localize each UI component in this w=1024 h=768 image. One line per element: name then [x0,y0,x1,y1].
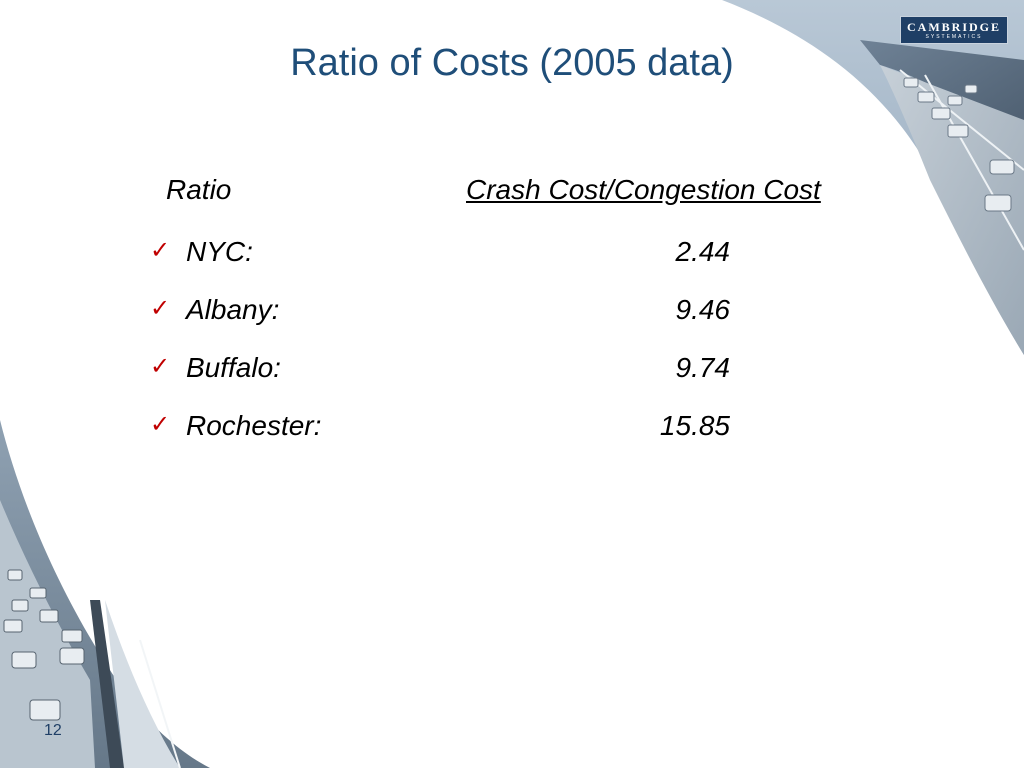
city-label: NYC: [186,236,253,267]
table-row: ✓ Buffalo: 9.74 [0,348,1024,388]
city-label: Albany: [186,294,280,325]
page-number: 12 [44,722,62,739]
checkmark-icon: ✓ [150,352,171,380]
checkmark-icon: ✓ [150,410,171,438]
ratio-value: 9.46 [675,294,731,325]
checkmark-icon: ✓ [150,236,171,264]
table-row: ✓ Albany: 9.46 [0,290,1024,330]
slide-title: Ratio of Costs (2005 data) [290,42,734,84]
table-row: ✓ Rochester: 15.85 [0,406,1024,446]
logo-wordmark: CAMBRIDGE [906,19,1001,34]
column-header-crash-congestion: Crash Cost/Congestion Cost [466,174,821,205]
checkmark-icon: ✓ [150,294,171,322]
ratio-value: 2.44 [675,236,731,267]
column-header-ratio: Ratio [166,174,232,205]
cambridge-systematics-logo: CAMBRIDGE SYSTEMATICS [900,16,1008,44]
city-label: Rochester: [186,410,322,441]
city-label: Buffalo: [186,352,281,383]
table-row: ✓ NYC: 2.44 [0,232,1024,272]
ratio-value: 9.74 [675,352,731,383]
ratio-value: 15.85 [659,410,730,441]
logo-tagline: SYSTEMATICS [925,33,983,40]
